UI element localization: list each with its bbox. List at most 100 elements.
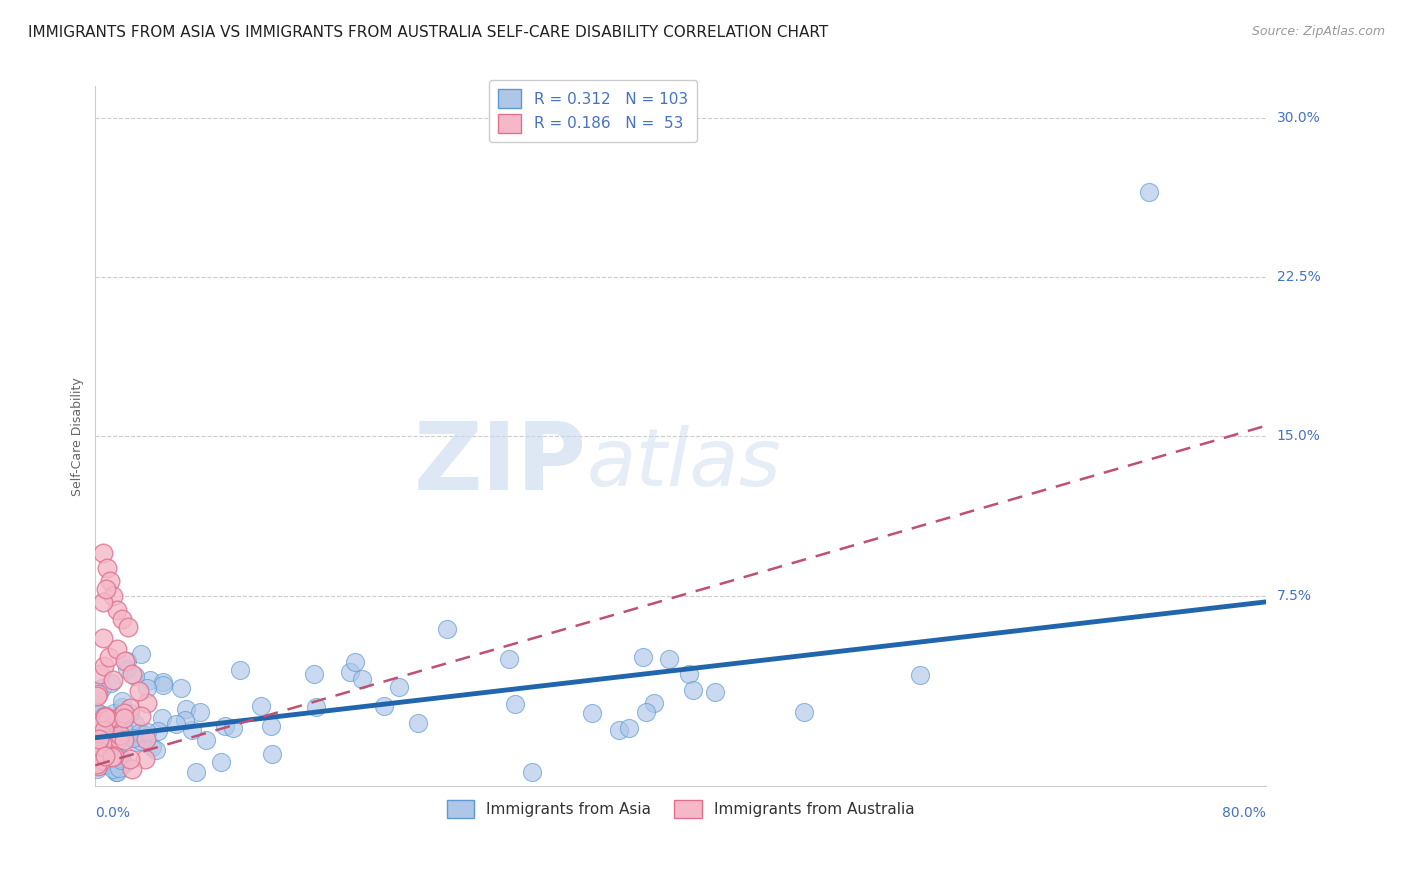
Point bbox=[150, 711, 173, 725]
Point bbox=[498, 652, 520, 666]
Point bbox=[87, 687, 110, 701]
Point bbox=[136, 696, 159, 710]
Point bbox=[134, 752, 156, 766]
Point bbox=[139, 673, 162, 687]
Point bbox=[91, 709, 114, 723]
Point bbox=[104, 731, 127, 745]
Point bbox=[619, 722, 641, 736]
Point bbox=[121, 667, 143, 681]
Text: 0.0%: 0.0% bbox=[96, 806, 131, 820]
Point bbox=[90, 753, 112, 767]
Point bbox=[115, 654, 138, 668]
Point bbox=[634, 705, 657, 719]
Point bbox=[96, 561, 118, 575]
Point bbox=[89, 712, 111, 726]
Point bbox=[793, 705, 815, 719]
Point bbox=[117, 707, 139, 722]
Point bbox=[152, 675, 174, 690]
Point bbox=[89, 717, 111, 731]
Point bbox=[146, 723, 169, 738]
Legend: Immigrants from Asia, Immigrants from Australia: Immigrants from Asia, Immigrants from Au… bbox=[440, 794, 921, 824]
Point bbox=[97, 650, 120, 665]
Point bbox=[97, 735, 120, 749]
Point bbox=[101, 762, 124, 776]
Point bbox=[90, 714, 112, 728]
Point bbox=[97, 753, 120, 767]
Text: Source: ZipAtlas.com: Source: ZipAtlas.com bbox=[1251, 25, 1385, 38]
Point bbox=[103, 731, 125, 746]
Point bbox=[129, 708, 152, 723]
Point bbox=[135, 681, 157, 695]
Point bbox=[117, 620, 139, 634]
Point bbox=[100, 744, 122, 758]
Text: 30.0%: 30.0% bbox=[1277, 112, 1320, 125]
Text: 7.5%: 7.5% bbox=[1277, 589, 1312, 602]
Point bbox=[304, 667, 326, 681]
Point bbox=[110, 753, 132, 767]
Text: IMMIGRANTS FROM ASIA VS IMMIGRANTS FROM AUSTRALIA SELF-CARE DISABILITY CORRELATI: IMMIGRANTS FROM ASIA VS IMMIGRANTS FROM … bbox=[28, 25, 828, 40]
Point bbox=[90, 717, 112, 731]
Point bbox=[643, 696, 665, 710]
Point bbox=[136, 724, 159, 739]
Point bbox=[90, 718, 112, 732]
Point bbox=[91, 546, 114, 560]
Point bbox=[87, 759, 110, 773]
Point bbox=[373, 698, 395, 713]
Point bbox=[93, 709, 115, 723]
Point bbox=[94, 748, 117, 763]
Point bbox=[91, 631, 114, 645]
Point bbox=[124, 669, 146, 683]
Point bbox=[129, 734, 152, 748]
Point bbox=[520, 764, 543, 779]
Point bbox=[305, 700, 328, 714]
Point bbox=[103, 706, 125, 720]
Point bbox=[229, 663, 252, 677]
Point bbox=[105, 764, 128, 779]
Point bbox=[103, 749, 125, 764]
Point bbox=[678, 667, 700, 681]
Point bbox=[110, 757, 132, 772]
Point bbox=[91, 595, 114, 609]
Point bbox=[135, 731, 157, 746]
Point bbox=[214, 719, 236, 733]
Point bbox=[110, 728, 132, 742]
Point bbox=[111, 612, 134, 626]
Point bbox=[105, 764, 128, 779]
Point bbox=[100, 749, 122, 764]
Point bbox=[97, 712, 120, 726]
Point bbox=[94, 723, 117, 738]
Point bbox=[100, 745, 122, 759]
Point bbox=[339, 665, 361, 679]
Point bbox=[93, 658, 115, 673]
Point bbox=[129, 647, 152, 661]
Point bbox=[104, 737, 127, 751]
Point bbox=[124, 717, 146, 731]
Point bbox=[108, 732, 131, 747]
Point bbox=[111, 721, 134, 735]
Point bbox=[1137, 186, 1160, 200]
Point bbox=[91, 736, 114, 750]
Point bbox=[145, 743, 167, 757]
Point bbox=[152, 678, 174, 692]
Point bbox=[87, 715, 110, 730]
Text: 15.0%: 15.0% bbox=[1277, 429, 1320, 443]
Point bbox=[658, 652, 681, 666]
Point bbox=[222, 721, 245, 735]
Point bbox=[122, 731, 145, 745]
Point bbox=[97, 735, 120, 749]
Point bbox=[112, 711, 135, 725]
Point bbox=[87, 741, 110, 756]
Point bbox=[86, 739, 108, 754]
Point bbox=[436, 622, 458, 636]
Text: atlas: atlas bbox=[586, 425, 782, 503]
Point bbox=[94, 758, 117, 772]
Point bbox=[90, 749, 112, 764]
Point bbox=[165, 716, 187, 731]
Point bbox=[87, 744, 110, 758]
Point bbox=[607, 723, 630, 738]
Point bbox=[260, 719, 283, 733]
Point bbox=[87, 735, 110, 749]
Point bbox=[111, 700, 134, 714]
Point bbox=[910, 668, 932, 682]
Point bbox=[581, 706, 603, 721]
